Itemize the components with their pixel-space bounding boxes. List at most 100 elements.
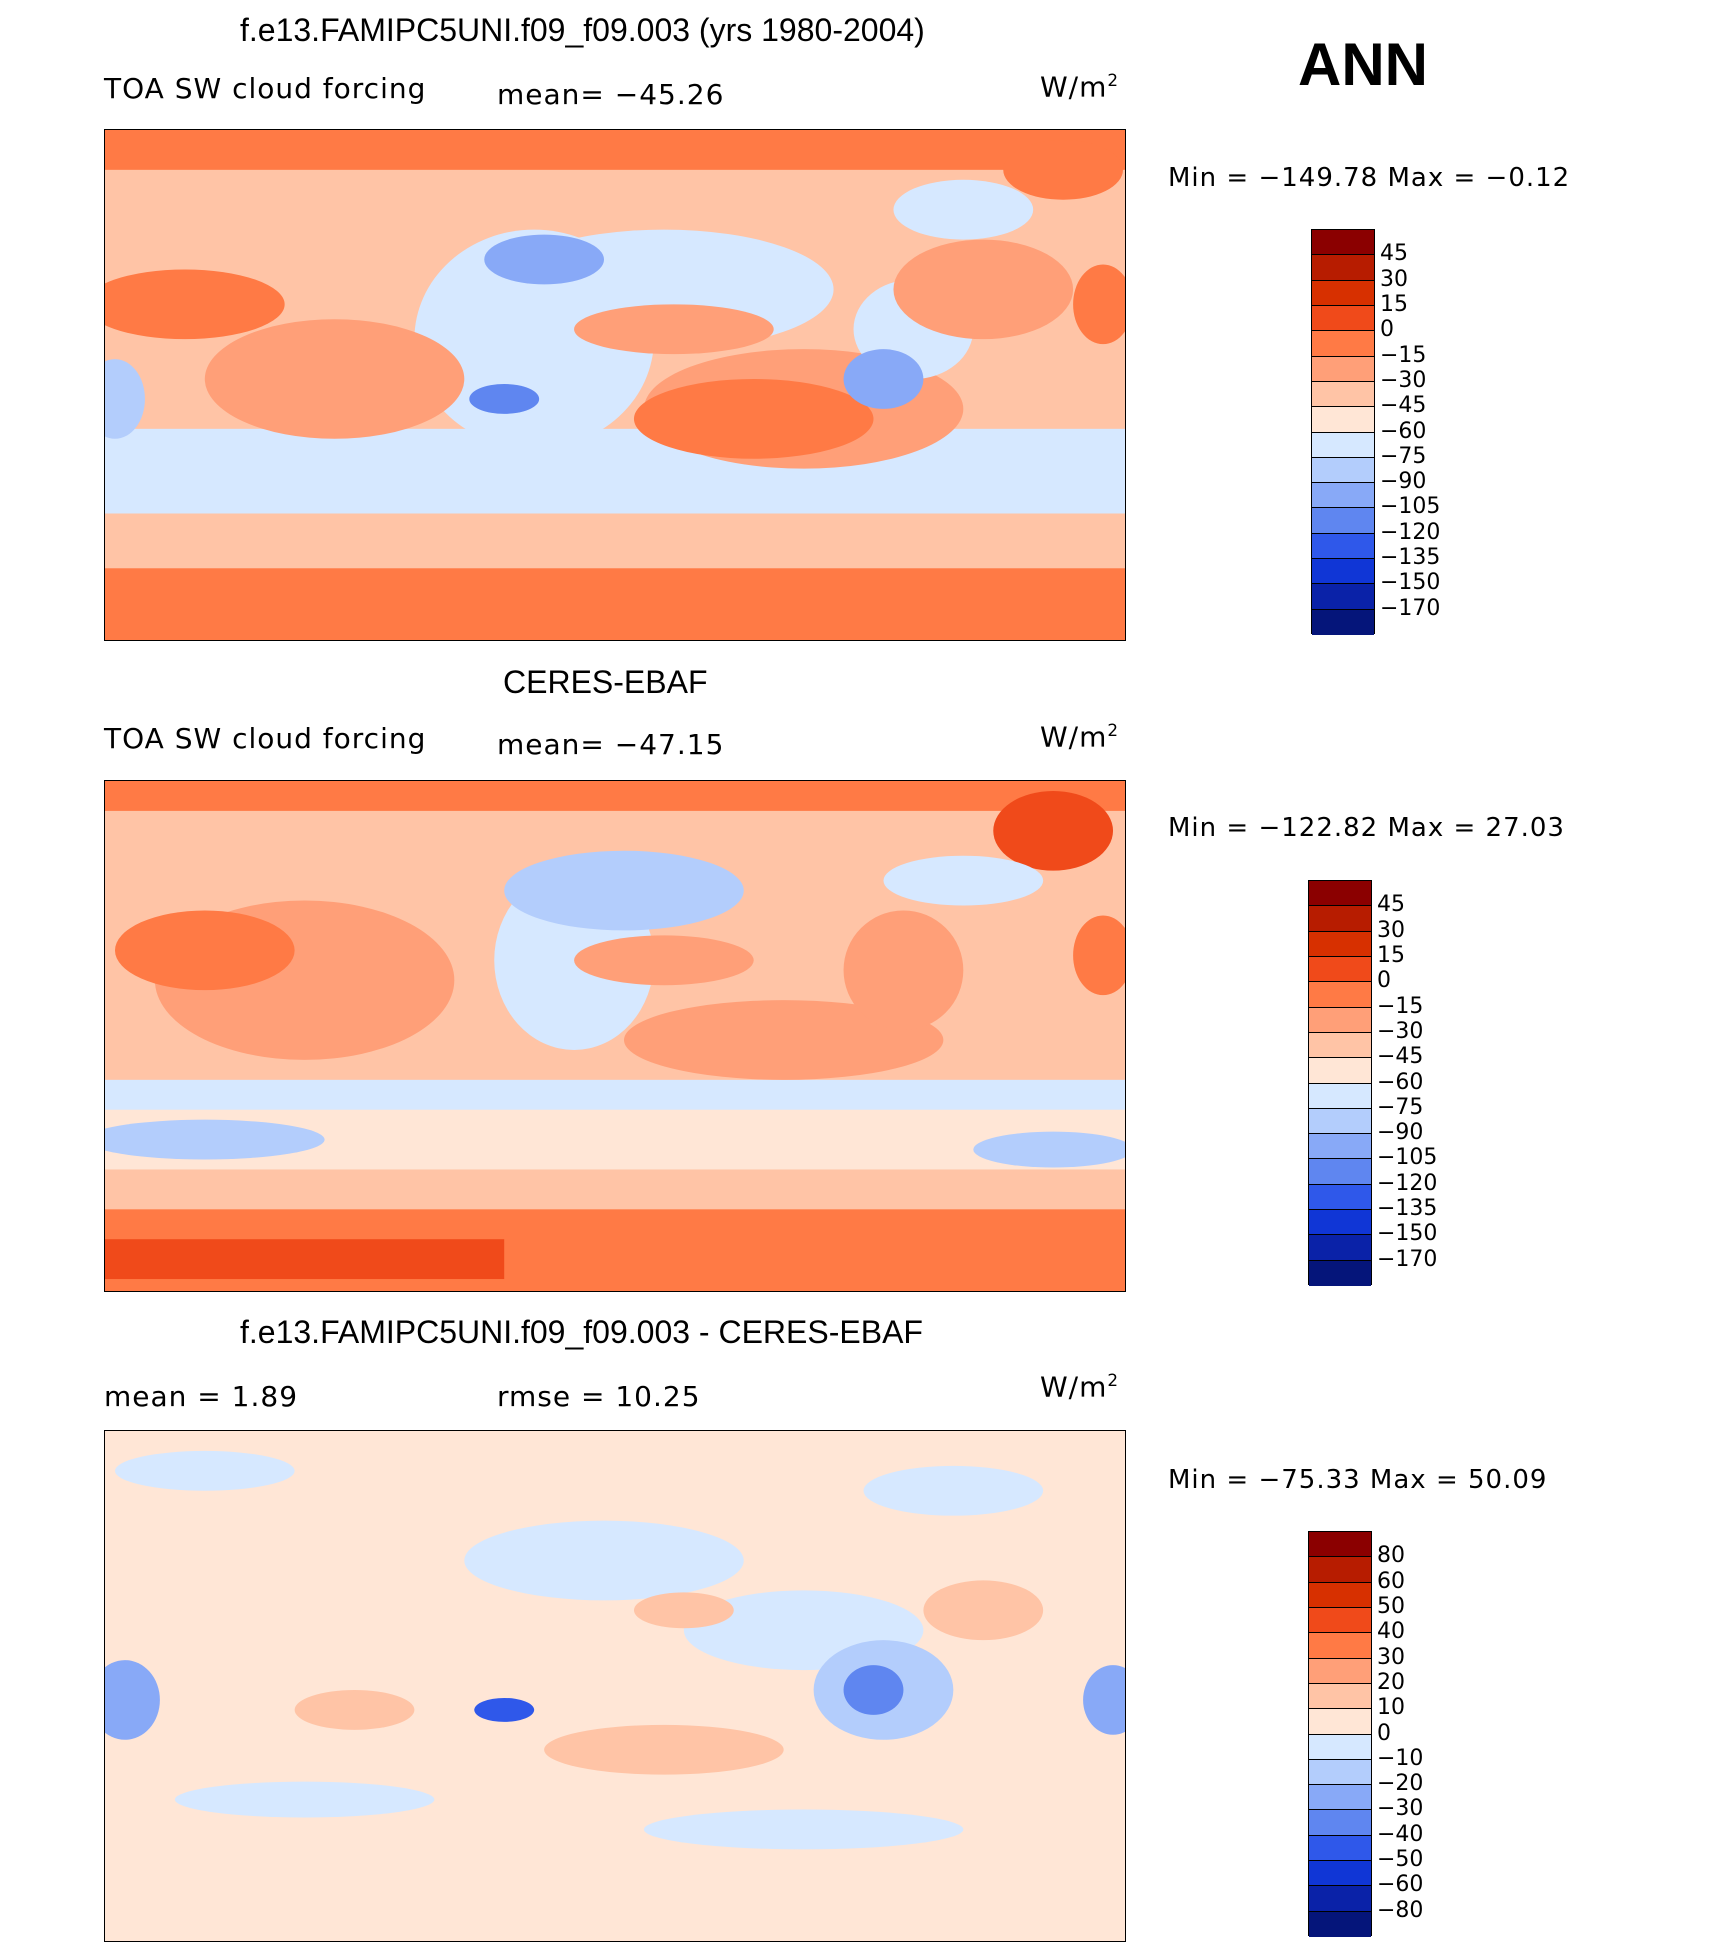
colorbar-segment — [1312, 356, 1374, 382]
panel-title-diff: f.e13.FAMIPC5UNI.f09_f09.003 - CERES-EBA… — [240, 1314, 923, 1350]
colorbar-segment — [1309, 1058, 1371, 1084]
colorbar-tick-label: −15 — [1380, 342, 1427, 368]
colorbar-segment — [1309, 1532, 1371, 1558]
colorbar-segment — [1309, 1134, 1371, 1160]
colorbar-tick-label: 45 — [1377, 892, 1405, 918]
colorbar-tick-label: 50 — [1377, 1593, 1405, 1619]
colorbar-tick-label: 0 — [1377, 1720, 1391, 1746]
colorbar-segment — [1309, 1007, 1371, 1033]
colorbar-segment — [1312, 381, 1374, 408]
colorbar-segment — [1309, 1886, 1371, 1912]
colorbar-obs — [1308, 880, 1372, 1286]
colorbar-segment — [1309, 1557, 1371, 1583]
colorbar-tick-label: −120 — [1380, 519, 1441, 545]
colorbar-segment — [1309, 1861, 1371, 1887]
colorbar-segment — [1312, 280, 1374, 306]
colorbar-segment — [1309, 1835, 1371, 1862]
colorbar-tick-label: −45 — [1377, 1044, 1424, 1070]
colorbar-tick-label: 30 — [1377, 1644, 1405, 1670]
colorbar-segment — [1312, 255, 1374, 281]
colorbar-tick-label: −45 — [1380, 393, 1427, 419]
colorbar-tick-label: −20 — [1377, 1771, 1424, 1797]
colorbar-segment — [1309, 881, 1371, 907]
colorbar-tick-label: −60 — [1377, 1069, 1424, 1095]
colorbar-tick-label: −30 — [1380, 367, 1427, 393]
colorbar-tick-label: −80 — [1377, 1897, 1424, 1923]
colorbar-segment — [1309, 1709, 1371, 1735]
season-label: ANN — [1298, 31, 1428, 98]
panel-minmax-diff: Min = −75.33 Max = 50.09 — [1168, 1465, 1548, 1495]
colorbar-diff — [1308, 1531, 1372, 1937]
colorbar-tick-label: −60 — [1377, 1872, 1424, 1898]
colorbar-tick-label: −75 — [1377, 1094, 1424, 1120]
colorbar-segment — [1309, 1108, 1371, 1135]
colorbar-segment — [1312, 407, 1374, 433]
colorbar-tick-label: −60 — [1380, 418, 1427, 444]
colorbar-tick-label: −120 — [1377, 1170, 1438, 1196]
colorbar-segment — [1309, 1582, 1371, 1608]
colorbar-segment — [1312, 483, 1374, 509]
panel-mean-label-model: mean= −45.26 — [497, 78, 725, 111]
panel-variable-label-model: TOA SW cloud forcing — [104, 72, 427, 105]
colorbar-tick-label: −150 — [1380, 570, 1441, 596]
colorbar-tick-label: −90 — [1377, 1120, 1424, 1146]
colorbar-tick-label: −90 — [1380, 469, 1427, 495]
colorbar-segment — [1312, 305, 1374, 332]
colorbar-segment — [1309, 1785, 1371, 1811]
colorbar-tick-label: −170 — [1377, 1246, 1438, 1272]
colorbar-tick-label: 15 — [1380, 291, 1408, 317]
colorbar-segment — [1312, 331, 1374, 357]
colorbar-tick-label: −30 — [1377, 1796, 1424, 1822]
colorbar-segment — [1312, 508, 1374, 534]
colorbar-segment — [1309, 1683, 1371, 1710]
colorbar-tick-label: 30 — [1380, 266, 1408, 292]
colorbar-segment — [1309, 1235, 1371, 1261]
colorbar-segment — [1309, 931, 1371, 957]
colorbar-segment — [1312, 559, 1374, 585]
colorbar-segment — [1309, 906, 1371, 932]
panel-minmax-obs: Min = −122.82 Max = 27.03 — [1168, 813, 1565, 843]
colorbar-tick-label: 30 — [1377, 917, 1405, 943]
colorbar-segment — [1312, 230, 1374, 256]
colorbar-tick-label: 80 — [1377, 1543, 1405, 1569]
panel-rmse-label-diff: rmse = 10.25 — [497, 1380, 701, 1413]
colorbar-model — [1311, 229, 1375, 635]
colorbar-segment — [1309, 1083, 1371, 1109]
colorbar-tick-label: −40 — [1377, 1821, 1424, 1847]
colorbar-segment — [1309, 1184, 1371, 1211]
map-obs — [104, 780, 1126, 1292]
colorbar-segment — [1309, 1911, 1371, 1937]
colorbar-segment — [1309, 956, 1371, 983]
colorbar-tick-label: −135 — [1377, 1196, 1438, 1222]
colorbar-segment — [1309, 1658, 1371, 1684]
colorbar-tick-label: −135 — [1380, 545, 1441, 571]
colorbar-tick-label: 40 — [1377, 1619, 1405, 1645]
panel-title-obs: CERES-EBAF — [503, 664, 708, 700]
colorbar-tick-label: 10 — [1377, 1695, 1405, 1721]
colorbar-tick-label: 20 — [1377, 1669, 1405, 1695]
colorbar-tick-label: −30 — [1377, 1018, 1424, 1044]
colorbar-segment — [1309, 1759, 1371, 1786]
colorbar-segment — [1309, 1210, 1371, 1236]
panel-units-diff: W/m2 — [1040, 1370, 1120, 1404]
colorbar-segment — [1309, 982, 1371, 1008]
colorbar-tick-label: −170 — [1380, 595, 1441, 621]
colorbar-tick-label: −15 — [1377, 993, 1424, 1019]
colorbar-tick-label: −150 — [1377, 1221, 1438, 1247]
colorbar-tick-label: 0 — [1377, 968, 1391, 994]
colorbar-tick-label: 15 — [1377, 942, 1405, 968]
colorbar-segment — [1312, 533, 1374, 560]
colorbar-segment — [1312, 584, 1374, 610]
colorbar-tick-label: −105 — [1377, 1145, 1438, 1171]
panel-units-obs: W/m2 — [1040, 720, 1120, 754]
colorbar-segment — [1309, 1810, 1371, 1836]
map-diff — [104, 1430, 1126, 1942]
map-model — [104, 129, 1126, 641]
panel-minmax-model: Min = −149.78 Max = −0.12 — [1168, 163, 1571, 193]
colorbar-tick-label: 45 — [1380, 241, 1408, 267]
panel-units-model: W/m2 — [1040, 70, 1120, 104]
colorbar-segment — [1309, 1734, 1371, 1760]
colorbar-tick-label: −10 — [1377, 1745, 1424, 1771]
colorbar-segment — [1309, 1260, 1371, 1286]
colorbar-segment — [1312, 609, 1374, 635]
